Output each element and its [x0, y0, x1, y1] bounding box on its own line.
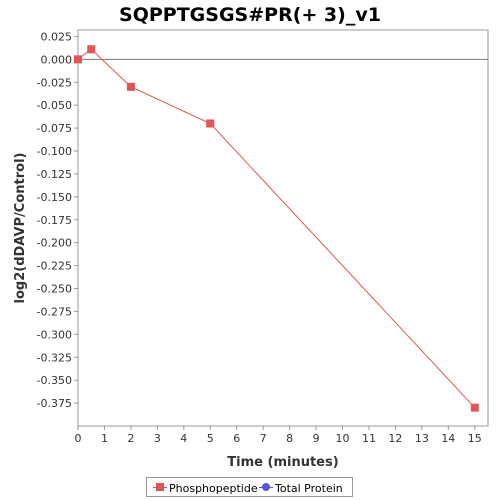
y-tick-label: -0.125 [37, 168, 72, 181]
y-tick-label: -0.050 [37, 99, 72, 112]
x-tick-label: 7 [260, 432, 267, 445]
phosphopeptide-point [126, 82, 135, 91]
y-axis-title: log2(dDAVP/Control) [13, 153, 28, 304]
x-tick-label: 10 [336, 432, 350, 445]
phosphopeptide-point [74, 55, 82, 64]
y-tick-label: -0.200 [37, 237, 72, 250]
x-tick-label: 9 [313, 432, 320, 445]
x-tick-label: 3 [154, 432, 161, 445]
y-tick-label: -0.150 [37, 191, 72, 204]
x-tick-label: 11 [362, 432, 376, 445]
x-tick-label: 5 [207, 432, 214, 445]
phosphopeptide-point [470, 403, 479, 412]
legend-label-phosphopeptide: Phosphopeptide [169, 481, 258, 495]
y-tick-label: -0.325 [37, 351, 72, 364]
y-tick-label: -0.350 [37, 374, 72, 387]
phosphopeptide-point [87, 45, 96, 54]
y-tick-label: -0.250 [37, 283, 72, 296]
x-tick-label: 12 [388, 432, 402, 445]
y-tick-label: -0.075 [37, 122, 72, 135]
legend-item-total-protein: Total Protein [259, 480, 343, 496]
x-axis-title: Time (minutes) [227, 455, 338, 470]
x-axis: 0 1 2 3 4 5 6 7 8 9 10 11 12 13 14 15 [75, 426, 482, 445]
y-tick-label: -0.300 [37, 328, 72, 341]
legend: Phosphopeptide Total Protein [146, 477, 353, 497]
y-tick-label: 0.025 [41, 30, 73, 43]
y-tick-label: 0.000 [41, 53, 73, 66]
x-tick-label: 4 [180, 432, 187, 445]
y-tick-label: -0.275 [37, 305, 72, 318]
y-tick-label: -0.025 [37, 76, 72, 89]
y-axis: 0.025 0.000 -0.025 -0.050 -0.075 -0.100 -0.125… [37, 30, 78, 410]
chart-title: SQPPTGSGS#PR(+ 3)_v1 [119, 4, 381, 26]
plot-area [77, 29, 489, 427]
x-tick-label: 0 [75, 432, 82, 445]
y-tick-label: -0.225 [37, 260, 72, 273]
y-tick-label: -0.100 [37, 145, 72, 158]
x-tick-label: 15 [468, 432, 482, 445]
x-tick-label: 8 [286, 432, 293, 445]
x-tick-label: 6 [233, 432, 240, 445]
x-tick-label: 2 [127, 432, 134, 445]
legend-item-phosphopeptide: Phosphopeptide [153, 480, 258, 496]
x-tick-label: 1 [101, 432, 108, 445]
y-tick-label: -0.375 [37, 397, 72, 410]
series-layer [74, 45, 479, 412]
phosphopeptide-point [206, 119, 215, 128]
legend-label-total-protein: Total Protein [275, 481, 343, 495]
phosphopeptide-legend-icon [153, 480, 167, 496]
y-tick-label: -0.175 [37, 214, 72, 227]
x-tick-label: 13 [415, 432, 429, 445]
total-protein-legend-icon [259, 480, 273, 496]
x-tick-label: 14 [441, 432, 455, 445]
